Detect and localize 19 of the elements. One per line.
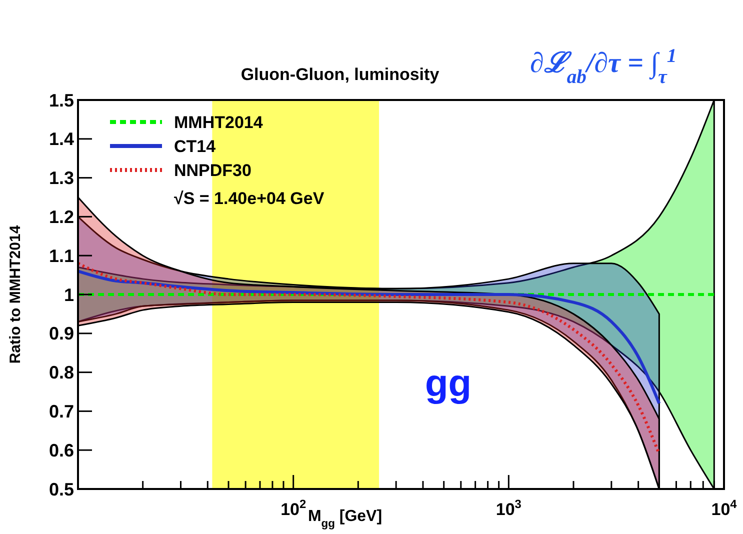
x-tick-label: 10$^{4}$ [711, 497, 738, 519]
y-tick-label: 1.4 [48, 129, 74, 150]
x-tick-label: 10$^{2}$ [280, 497, 306, 519]
y-tick-label: 1.3 [48, 168, 74, 188]
y-tick-label: 1 [64, 284, 74, 305]
y-tick-label: 1.1 [48, 246, 74, 266]
y-tick-label: 0.8 [48, 362, 74, 383]
y-tick-label: 1.2 [48, 207, 74, 227]
y-tick-label: 0.6 [48, 440, 74, 460]
y-tick-label: 1.5 [48, 90, 74, 110]
x-tick-label: 10$^{3}$ [496, 497, 522, 519]
x-axis-title: M$_{gg}$ [GeV] [308, 508, 382, 530]
y-tick-label: 0.9 [48, 324, 74, 344]
y-axis-title: Ratio to MMHT2014 [7, 224, 24, 364]
y-tick-label: 0.5 [48, 479, 74, 500]
annotation: √S = 1.40e+04 GeV [174, 189, 325, 208]
y-tick-label: 0.7 [48, 402, 74, 422]
annotation: gg [425, 363, 472, 405]
chart-title: Gluon-Gluon, luminosity [240, 65, 440, 84]
